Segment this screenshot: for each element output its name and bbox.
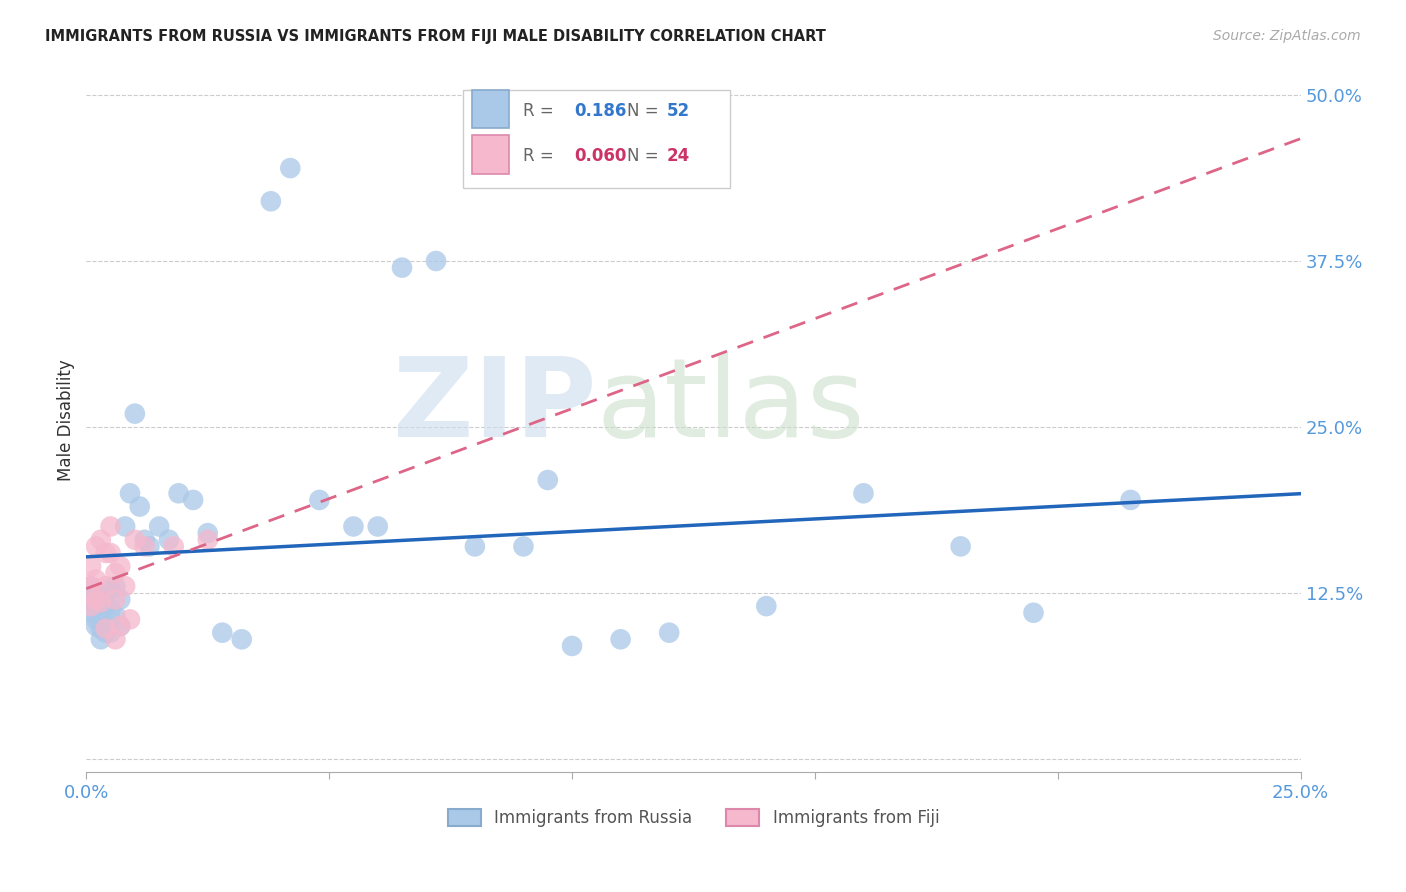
Text: atlas: atlas [596, 352, 865, 459]
Point [157, 533, 180, 547]
Point [104, 579, 127, 593]
Text: ZIP: ZIP [392, 352, 596, 459]
Point [163, 540, 186, 554]
Text: R =: R = [523, 147, 560, 165]
Text: R =: R = [523, 102, 560, 120]
Point [537, 473, 560, 487]
Point [609, 632, 631, 647]
Text: Source: ZipAtlas.com: Source: ZipAtlas.com [1213, 29, 1361, 43]
Point [94, 599, 117, 614]
Point [134, 533, 156, 547]
Point [100, 582, 122, 596]
Point [561, 639, 583, 653]
Point [84, 573, 107, 587]
Point [425, 254, 447, 268]
Point [148, 519, 170, 533]
Point [197, 526, 219, 541]
Point [278, 161, 301, 175]
Point [94, 622, 117, 636]
Point [118, 612, 141, 626]
Point [658, 625, 681, 640]
Point [342, 519, 364, 533]
Point [80, 579, 103, 593]
Point [94, 579, 117, 593]
Text: N =: N = [627, 102, 664, 120]
Text: 0.186: 0.186 [575, 102, 627, 120]
Point [84, 592, 107, 607]
Point [110, 619, 132, 633]
Point [110, 592, 132, 607]
Text: N =: N = [627, 147, 664, 165]
Point [84, 612, 107, 626]
Point [100, 603, 122, 617]
Point [211, 625, 233, 640]
Point [94, 586, 117, 600]
Text: 52: 52 [666, 102, 690, 120]
Point [84, 619, 107, 633]
Point [128, 500, 150, 514]
Point [94, 546, 117, 560]
Point [104, 592, 127, 607]
Point [308, 492, 330, 507]
Point [84, 599, 107, 614]
Point [100, 519, 122, 533]
Point [134, 540, 156, 554]
Point [852, 486, 875, 500]
Point [167, 486, 190, 500]
Text: 24: 24 [666, 147, 690, 165]
Point [90, 595, 112, 609]
Point [100, 546, 122, 560]
Point [104, 566, 127, 580]
Point [231, 632, 253, 647]
Point [94, 625, 117, 640]
Point [110, 619, 132, 633]
Point [80, 606, 103, 620]
Point [124, 407, 146, 421]
FancyBboxPatch shape [472, 136, 509, 174]
Point [138, 540, 160, 554]
Point [84, 586, 107, 600]
Point [104, 632, 127, 647]
FancyBboxPatch shape [472, 89, 509, 128]
Point [464, 540, 486, 554]
Point [90, 622, 112, 636]
Point [260, 194, 283, 209]
Text: 0.060: 0.060 [575, 147, 627, 165]
Point [114, 519, 136, 533]
Point [100, 625, 122, 640]
Point [80, 599, 103, 614]
Point [104, 608, 127, 623]
Point [124, 533, 146, 547]
Point [114, 579, 136, 593]
Point [1022, 606, 1045, 620]
Point [367, 519, 389, 533]
Point [80, 559, 103, 574]
Text: IMMIGRANTS FROM RUSSIA VS IMMIGRANTS FROM FIJI MALE DISABILITY CORRELATION CHART: IMMIGRANTS FROM RUSSIA VS IMMIGRANTS FRO… [45, 29, 825, 44]
Point [90, 533, 112, 547]
Point [512, 540, 534, 554]
Point [197, 533, 219, 547]
Point [755, 599, 778, 614]
Legend: Immigrants from Russia, Immigrants from Fiji: Immigrants from Russia, Immigrants from … [441, 803, 946, 834]
Point [110, 559, 132, 574]
Point [181, 492, 204, 507]
Point [80, 592, 103, 607]
Point [1119, 492, 1142, 507]
Point [90, 595, 112, 609]
Point [391, 260, 413, 275]
Point [84, 540, 107, 554]
Point [80, 579, 103, 593]
FancyBboxPatch shape [463, 89, 730, 188]
Point [118, 486, 141, 500]
Point [949, 540, 972, 554]
Point [90, 608, 112, 623]
Point [90, 632, 112, 647]
Y-axis label: Male Disability: Male Disability [58, 359, 75, 481]
